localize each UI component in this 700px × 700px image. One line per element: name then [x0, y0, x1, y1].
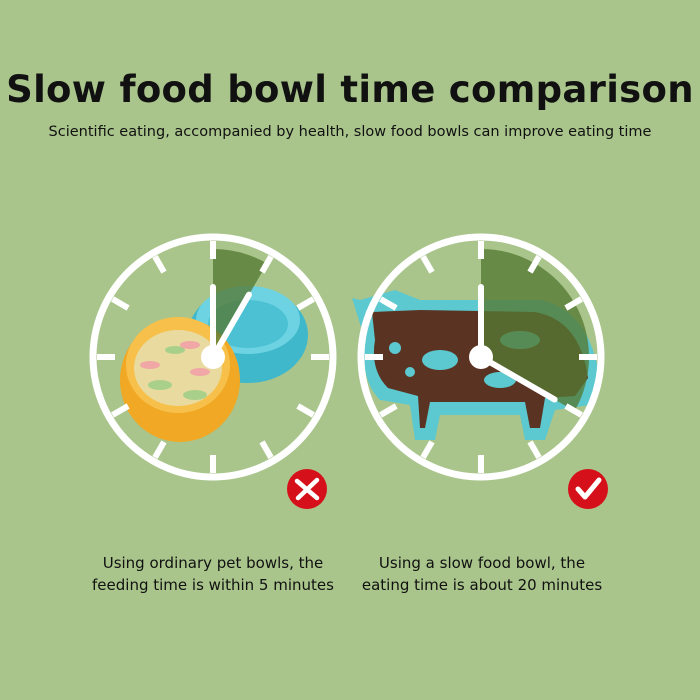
clock-center	[469, 345, 493, 369]
clock-tick	[379, 296, 398, 311]
check-icon-badge	[568, 469, 608, 509]
slow-bowl-caption: Using a slow food bowl, the eating time …	[352, 552, 612, 596]
clock-tick	[259, 255, 274, 274]
clock-face	[357, 233, 605, 481]
clock-tick	[296, 296, 315, 311]
clock-hand	[478, 354, 558, 403]
clock-tick	[564, 296, 583, 311]
clock-tick	[111, 296, 130, 311]
check-icon	[575, 477, 602, 500]
clock-tick	[564, 403, 583, 418]
clock-tick	[420, 255, 435, 274]
clock-tick	[527, 440, 542, 459]
clock-tick	[379, 403, 398, 418]
clock-tick	[152, 440, 167, 459]
clock-center	[201, 345, 225, 369]
clock-tick	[296, 403, 315, 418]
clock-tick	[111, 403, 130, 418]
caption-line: Using ordinary pet bowls, the	[102, 554, 324, 572]
page-title: Slow food bowl time comparison	[6, 68, 694, 111]
caption-line: feeding time is within 5 minutes	[92, 576, 334, 594]
clock-tick	[420, 440, 435, 459]
clock-tick	[527, 255, 542, 274]
page-subtitle: Scientific eating, accompanied by health…	[48, 124, 652, 140]
caption-line: eating time is about 20 minutes	[361, 576, 603, 594]
ordinary-bowl-caption: Using ordinary pet bowls, the feeding ti…	[83, 552, 343, 596]
clock-tick	[152, 255, 167, 274]
clock-tick	[259, 440, 274, 459]
clock-face	[89, 233, 337, 481]
cross-icon	[294, 477, 320, 501]
caption-line: Using a slow food bowl, the	[378, 554, 586, 572]
